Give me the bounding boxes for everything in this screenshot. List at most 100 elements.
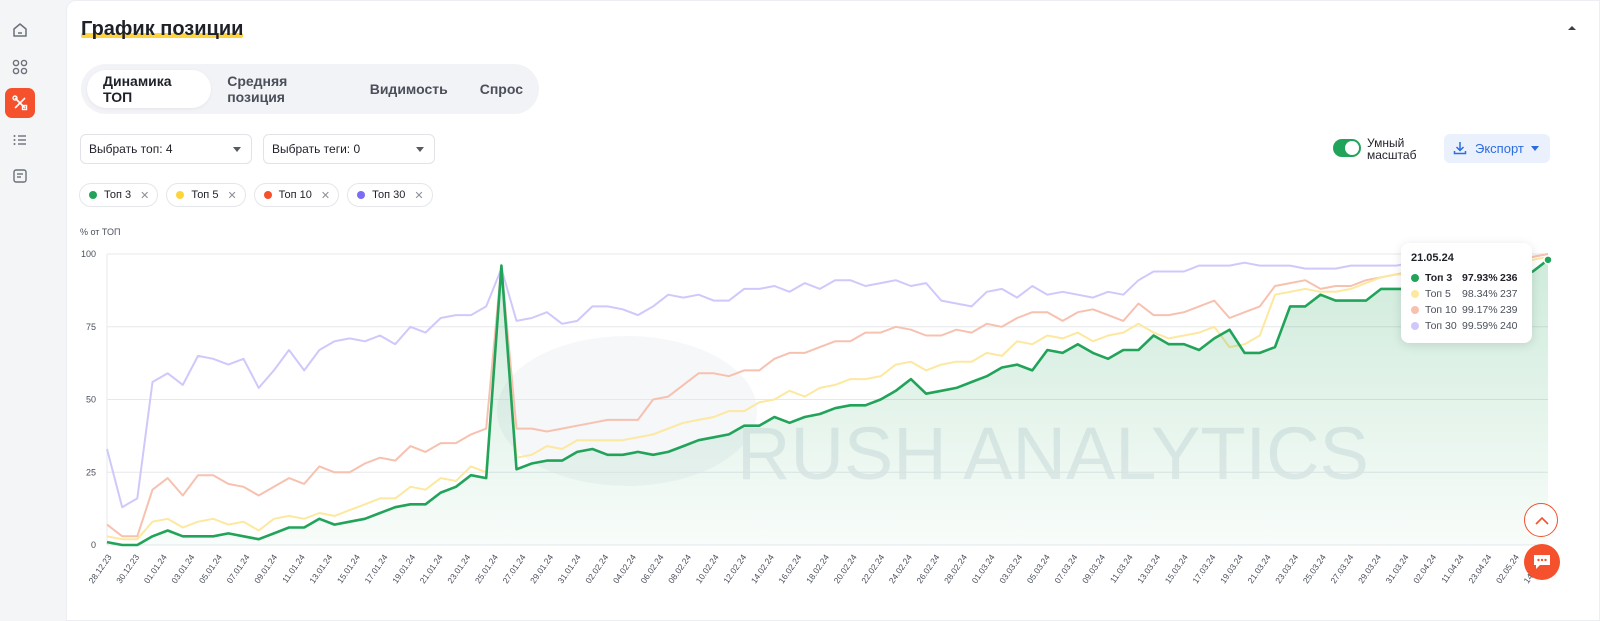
x-tick-label: 08.02.24 — [666, 552, 693, 585]
x-tick-label: 01.01.24 — [142, 552, 169, 585]
close-icon[interactable]: ✕ — [140, 189, 150, 202]
x-tick-label: 26.02.24 — [914, 552, 941, 585]
x-tick-label: 16.02.24 — [776, 552, 803, 585]
x-tick-label: 24.02.24 — [887, 552, 914, 585]
chip-label: Топ 30 — [372, 189, 406, 201]
tools-icon — [12, 95, 28, 111]
chevron-down-icon — [416, 147, 424, 152]
tooltip-name: Топ 5 — [1425, 288, 1451, 300]
collapse-chevron-icon[interactable] — [1565, 23, 1579, 33]
x-tick-label: 21.01.24 — [418, 552, 445, 585]
smart-scale-toggle[interactable] — [1333, 139, 1361, 157]
tab-demand[interactable]: Спрос — [479, 81, 523, 97]
x-tick-label: 19.01.24 — [390, 552, 417, 585]
chevron-up-icon — [1535, 516, 1549, 525]
tab-average-position[interactable]: Средняя позиция — [227, 73, 288, 105]
smart-scale-label: Умный масштаб — [1367, 136, 1417, 162]
y-axis-label: % от ТОП — [80, 227, 121, 237]
x-tick-label: 23.04.24 — [1466, 552, 1493, 585]
tooltip-dot — [1411, 274, 1419, 282]
sidebar-item-list[interactable] — [5, 125, 35, 155]
support-chat-button[interactable] — [1524, 544, 1560, 580]
top-select[interactable]: Выбрать топ: 4 — [80, 134, 252, 164]
x-tick-label: 11.04.24 — [1439, 552, 1466, 585]
x-tick-label: 23.03.24 — [1273, 552, 1300, 585]
page-title: График позиции — [81, 18, 244, 40]
close-icon[interactable]: ✕ — [414, 189, 424, 202]
series-line-1 — [106, 253, 1549, 538]
tooltip-count: 236 — [1500, 272, 1518, 284]
x-tick-label: 31.01.24 — [556, 552, 583, 585]
tooltip-name: Топ 10 — [1425, 304, 1457, 316]
x-tick-label: 15.03.24 — [1163, 552, 1190, 585]
x-tick-label: 15.01.24 — [335, 552, 362, 585]
x-tick-label: 25.03.24 — [1301, 552, 1328, 585]
chip-dot — [263, 191, 272, 199]
y-tick-label: 50 — [86, 395, 96, 405]
x-tick-label: 27.03.24 — [1328, 552, 1355, 585]
x-tick-label: 28.02.24 — [942, 552, 969, 585]
x-tick-label: 03.01.24 — [169, 552, 196, 585]
tooltip-dot — [1411, 322, 1419, 330]
close-icon[interactable]: ✕ — [227, 189, 237, 202]
apps-grid-icon — [12, 59, 28, 75]
export-label: Экспорт — [1475, 141, 1524, 156]
x-tick-label: 01.03.24 — [970, 552, 997, 585]
close-icon[interactable]: ✕ — [320, 189, 331, 202]
tooltip-row: Топ 5 98.34% 237 — [1411, 286, 1522, 302]
export-button[interactable]: Экспорт — [1444, 134, 1550, 163]
series-line-0 — [106, 253, 1549, 509]
x-tick-label: 05.03.24 — [1025, 552, 1052, 585]
chip-top30: Топ 30 ✕ — [347, 183, 433, 207]
tooltip-dot — [1411, 306, 1419, 314]
x-tick-label: 09.01.24 — [252, 552, 279, 585]
x-tick-label: 04.02.24 — [611, 552, 638, 585]
sidebar-item-tools[interactable] — [5, 88, 35, 118]
chip-dot — [357, 191, 366, 199]
sidebar-item-report[interactable] — [5, 161, 35, 191]
x-tick-label: 07.01.24 — [224, 552, 251, 585]
chip-label: Топ 10 — [278, 189, 312, 201]
top-select-value: Выбрать топ: 4 — [89, 142, 173, 156]
tooltip-date: 21.05.24 — [1411, 252, 1454, 264]
tooltip-row: Топ 30 99.59% 240 — [1411, 318, 1522, 334]
chevron-down-icon — [1531, 146, 1539, 151]
tooltip-name: Топ 30 — [1425, 320, 1457, 332]
y-tick-label: 75 — [86, 322, 96, 332]
y-tick-label: 0 — [91, 540, 96, 550]
page-title-wrap: График позиции — [81, 18, 244, 41]
tooltip-count: 239 — [1500, 304, 1518, 316]
sidebar-item-apps[interactable] — [5, 52, 35, 82]
home-icon — [13, 23, 27, 37]
x-tick-label: 05.01.24 — [197, 552, 224, 585]
chevron-down-icon — [233, 147, 241, 152]
x-tick-label: 07.03.24 — [1052, 552, 1079, 585]
sidebar-rail — [0, 0, 45, 621]
chip-top3: Топ 3 ✕ — [79, 183, 159, 207]
x-tick-label: 30.12.23 — [114, 552, 141, 585]
list-icon — [13, 135, 26, 145]
x-tick-label: 17.03.24 — [1190, 552, 1217, 585]
chart-tabs: Динамика ТОП Средняя позиция Видимость С… — [81, 64, 539, 114]
x-tick-label: 10.02.24 — [694, 552, 721, 585]
x-tick-label: 13.01.24 — [307, 552, 334, 585]
tab-visibility[interactable]: Видимость — [369, 81, 448, 97]
x-tick-label: 21.03.24 — [1246, 552, 1273, 585]
series-line-3 — [106, 258, 1549, 547]
x-tick-label: 31.03.24 — [1383, 552, 1410, 585]
tab-top-dynamics[interactable]: Динамика ТОП — [87, 70, 212, 108]
tooltip-row: Топ 10 99.17% 239 — [1411, 302, 1522, 318]
x-tick-label: 22.02.24 — [859, 552, 886, 585]
position-line-chart: % от ТОПRUSH ANALYTICS025507510028.12.23… — [80, 227, 1553, 585]
x-tick-label: 02.04.24 — [1411, 552, 1438, 585]
x-tick-label: 27.01.24 — [500, 552, 527, 585]
tooltip-count: 240 — [1500, 320, 1518, 332]
scroll-to-top-button[interactable] — [1524, 503, 1558, 537]
x-tick-label: 02.05.24 — [1494, 552, 1521, 585]
x-tick-label: 11.03.24 — [1108, 552, 1135, 585]
y-tick-label: 100 — [81, 249, 96, 259]
sidebar-item-home[interactable] — [5, 15, 35, 45]
tags-select[interactable]: Выбрать теги: 0 — [263, 134, 435, 164]
x-tick-label: 14.02.24 — [749, 552, 776, 585]
tooltip-pct: 98.34% — [1462, 288, 1498, 300]
